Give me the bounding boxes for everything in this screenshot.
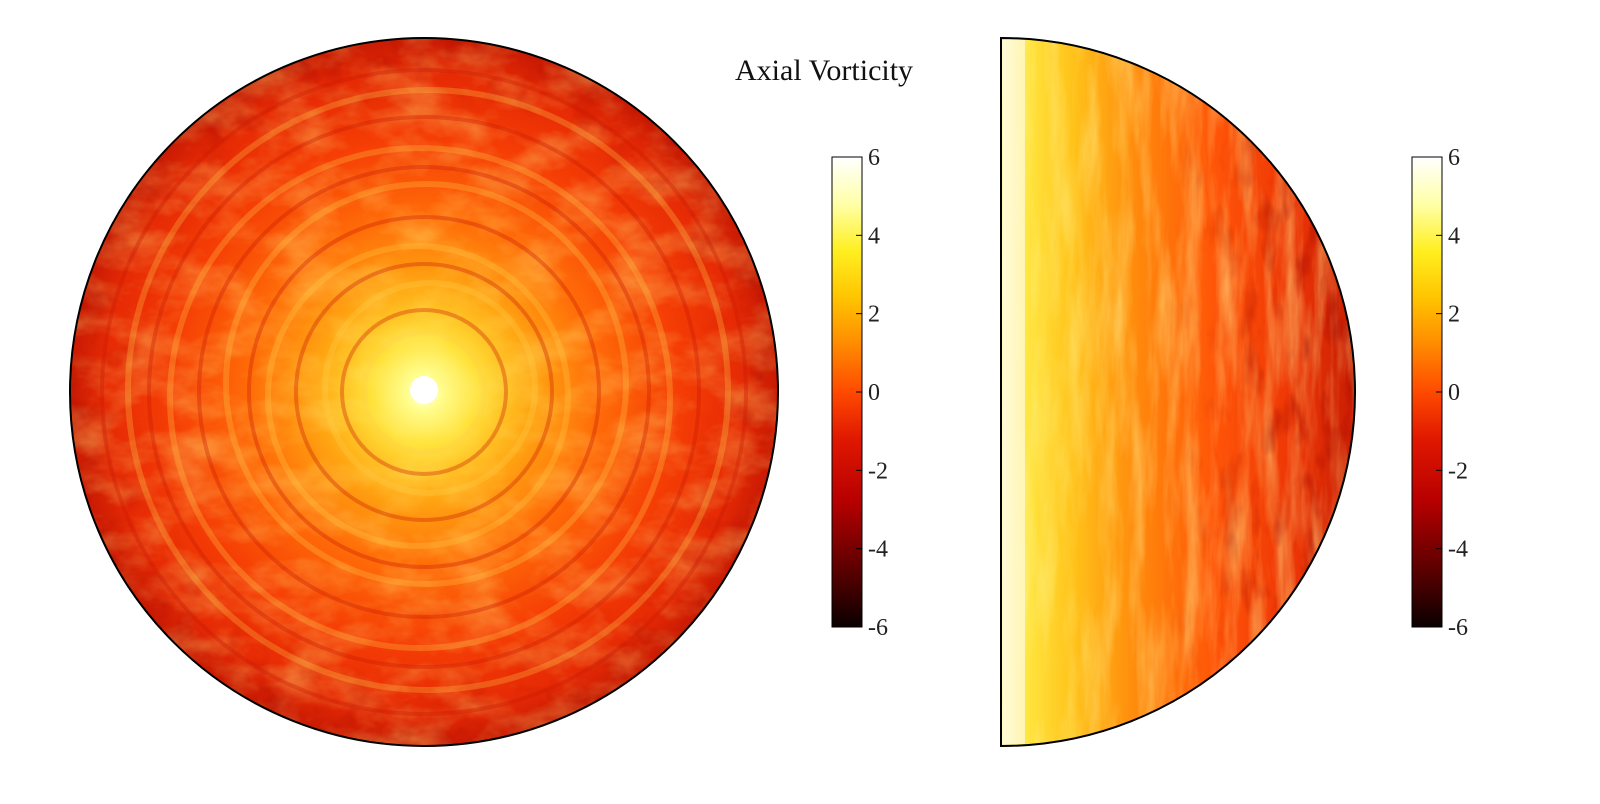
colorbar-right-tick-label: -2 xyxy=(1448,458,1468,484)
colorbar-right-tick-label: 0 xyxy=(1448,380,1460,406)
colorbar-left-tick-label: 6 xyxy=(868,145,880,171)
colorbar-left-tick-label: -4 xyxy=(868,537,888,563)
colorbar-left-tick-label: -6 xyxy=(868,615,888,641)
colorbar-right-tick-label: 4 xyxy=(1448,223,1460,249)
disk-boundary xyxy=(69,37,779,747)
half-section-boundary xyxy=(1000,36,1356,748)
colorbar-right-tick-label: -6 xyxy=(1448,615,1468,641)
colorbar-left-tick-label: 0 xyxy=(868,380,880,406)
disk-heatmap xyxy=(69,37,779,747)
colorbar-left: 6 4 2 0 -2 -4 -6 xyxy=(831,145,888,641)
chart-title: Axial Vorticity xyxy=(735,54,914,87)
colorbar-right-tick-label: 2 xyxy=(1448,302,1460,328)
colorbar-right: 6 4 2 0 -2 -4 -6 xyxy=(1411,145,1468,641)
colorbar-left-tick-label: -2 xyxy=(868,458,888,484)
half-section-heatmap xyxy=(1000,36,1356,748)
colorbar-right-tick-label: -4 xyxy=(1448,537,1468,563)
swirl-bands xyxy=(125,87,731,693)
colorbar-right-tick-label: 6 xyxy=(1448,145,1460,171)
colorbar-left-tick-label: 2 xyxy=(868,302,880,328)
colorbar-left-tick-label: 4 xyxy=(868,223,880,249)
